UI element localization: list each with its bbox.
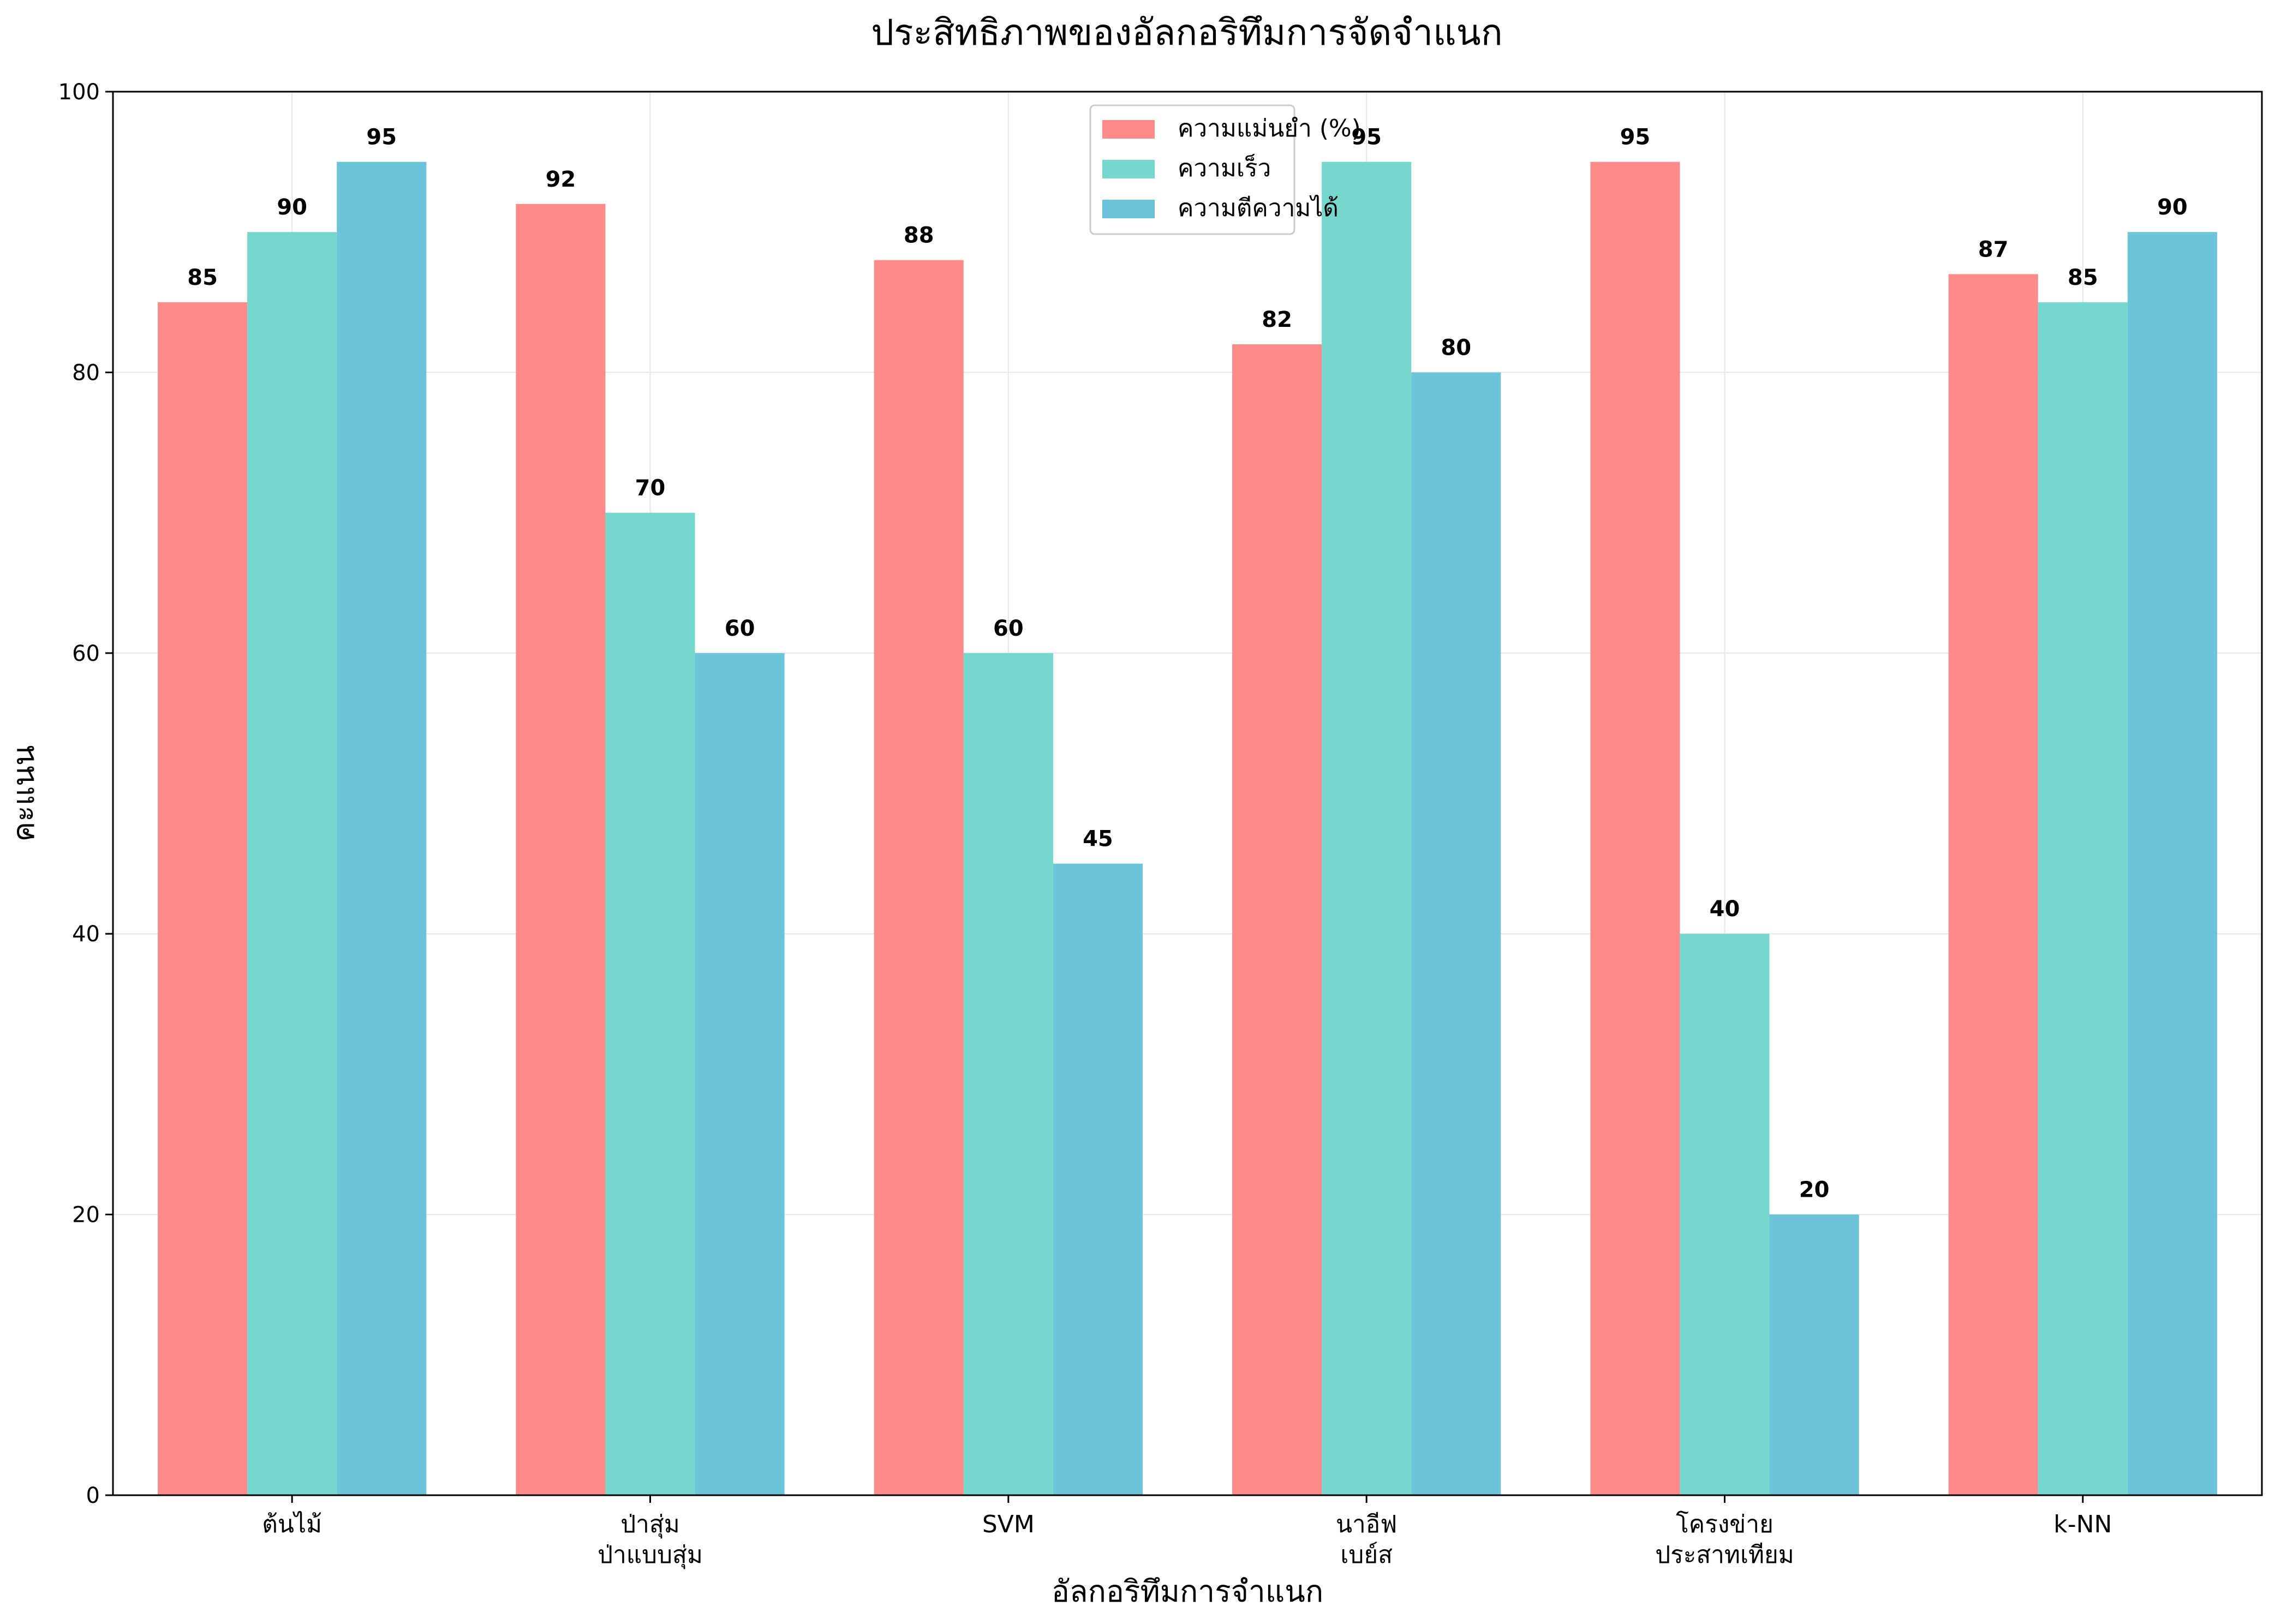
bar-value-label: 60 xyxy=(993,616,1024,641)
x-axis-title: อัลกอริทึมการจำแนก xyxy=(1052,1574,1323,1609)
x-tick-label: ป่าสุ่มป่าแบบสุ่ม xyxy=(598,1510,703,1569)
y-axis-title: คะแนน xyxy=(6,745,41,842)
x-tick-label-line: ป่าสุ่ม xyxy=(620,1510,680,1539)
y-tick-label: 20 xyxy=(72,1203,100,1228)
x-tick-label: SVM xyxy=(982,1510,1035,1538)
bars xyxy=(158,162,2217,1496)
legend-label: ความเร็ว xyxy=(1178,154,1271,182)
bar-value-label: 88 xyxy=(904,223,934,248)
bar xyxy=(874,260,964,1495)
legend-swatch xyxy=(1102,160,1155,178)
bar xyxy=(695,653,785,1495)
bar-value-label: 95 xyxy=(366,125,397,150)
x-tick-label-line: โครงข่าย xyxy=(1676,1510,1774,1538)
bar xyxy=(158,302,248,1495)
bar-value-label: 85 xyxy=(2068,265,2098,290)
x-axis-ticks: ต้นไม้ ป่าสุ่มป่าแบบสุ่ม SVM นาอีฟเบย์ส โครง… xyxy=(262,1495,2112,1569)
legend-swatch xyxy=(1102,120,1155,139)
bar-value-label: 95 xyxy=(1620,125,1651,150)
y-tick-label: 60 xyxy=(72,641,100,666)
bar xyxy=(1948,274,2038,1496)
bar xyxy=(963,653,1053,1495)
bar-value-label: 70 xyxy=(635,476,666,501)
bar-value-label: 80 xyxy=(1441,335,1471,360)
bar xyxy=(1232,344,1322,1496)
value-labels: 85 92 88 82 95 87 90 70 60 95 40 85 95 60 45 80 20 90 xyxy=(187,125,2188,1203)
bar xyxy=(2127,232,2217,1496)
bar-value-label: 85 xyxy=(187,265,218,290)
bar-value-label: 92 xyxy=(546,167,576,192)
bar xyxy=(516,204,606,1495)
bar xyxy=(2038,302,2128,1495)
bar xyxy=(1590,162,1680,1495)
bar xyxy=(605,512,695,1495)
bar-value-label: 90 xyxy=(277,195,307,220)
bar xyxy=(247,232,337,1496)
bar xyxy=(337,162,427,1495)
y-tick-label: 0 xyxy=(86,1483,100,1508)
x-tick-label-line: ป่าแบบสุ่ม xyxy=(598,1541,703,1569)
y-tick-label: 40 xyxy=(72,922,100,947)
bar-value-label: 20 xyxy=(1799,1178,1830,1203)
chart-title: ประสิทธิภาพของอัลกอริทึมการจัดจำแนก xyxy=(871,11,1502,53)
y-axis-ticks: 0 20 40 60 80 100 xyxy=(58,80,113,1508)
bar-value-label: 90 xyxy=(2157,195,2188,220)
x-tick-label: นาอีฟเบย์ส xyxy=(1336,1510,1397,1569)
bar xyxy=(1680,934,1770,1495)
y-tick-label: 100 xyxy=(58,80,100,105)
legend-label: ความตีความได้ xyxy=(1178,194,1339,222)
x-tick-label: โครงข่ายประสาทเทียม xyxy=(1655,1510,1794,1569)
plot-frame xyxy=(112,91,2263,1496)
bar xyxy=(1322,162,1412,1495)
bar xyxy=(1411,372,1501,1496)
x-tick-label-line: เบย์ส xyxy=(1340,1541,1393,1569)
bar-value-label: 45 xyxy=(1083,827,1113,852)
bar-value-label: 40 xyxy=(1710,897,1740,922)
x-tick-label-line: SVM xyxy=(982,1510,1035,1538)
x-tick-label-line: นาอีฟ xyxy=(1336,1510,1397,1538)
bar-value-label: 95 xyxy=(1351,125,1382,150)
bar xyxy=(1769,1214,1859,1495)
bar xyxy=(1053,863,1143,1495)
legend-swatch xyxy=(1102,200,1155,218)
y-tick-label: 80 xyxy=(72,360,100,385)
grid xyxy=(113,91,2262,1496)
bar-value-label: 82 xyxy=(1262,307,1292,332)
x-tick-label: k-NN xyxy=(2053,1510,2112,1538)
bar-value-label: 60 xyxy=(725,616,755,641)
x-tick-label-line: ประสาทเทียม xyxy=(1655,1541,1794,1569)
x-tick-label-line: ต้นไม้ xyxy=(262,1510,322,1538)
legend-label: ความแม่นยำ (%) xyxy=(1178,115,1361,142)
x-tick-label-line: k-NN xyxy=(2053,1510,2112,1538)
x-tick-label: ต้นไม้ xyxy=(262,1510,322,1538)
bar-value-label: 87 xyxy=(1978,237,2009,262)
